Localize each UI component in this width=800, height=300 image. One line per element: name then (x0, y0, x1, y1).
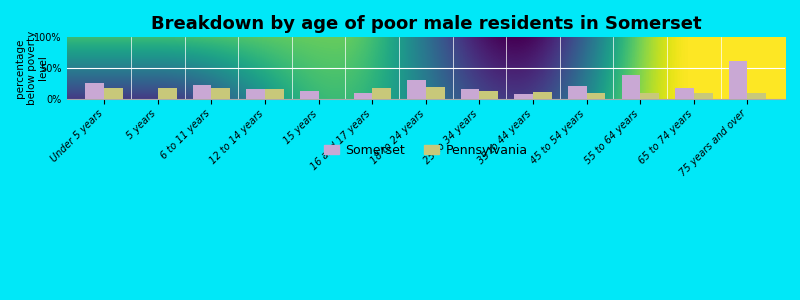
Bar (514, 94, 533, 99)
Bar (675, 88, 694, 99)
Bar (300, 91, 318, 99)
Bar (640, 93, 659, 99)
Bar (479, 91, 498, 99)
Legend: Somerset, Pennsylvania: Somerset, Pennsylvania (319, 139, 533, 162)
Bar (747, 93, 766, 99)
Bar (586, 93, 606, 99)
Bar (211, 88, 230, 99)
Y-axis label: percentage
below poverty
level: percentage below poverty level (15, 31, 48, 105)
Bar (729, 61, 747, 99)
Bar (533, 92, 552, 99)
Bar (407, 80, 426, 99)
Bar (426, 87, 445, 99)
Bar (568, 86, 586, 99)
Bar (622, 75, 640, 99)
Title: Breakdown by age of poor male residents in Somerset: Breakdown by age of poor male residents … (150, 15, 701, 33)
Bar (246, 89, 265, 99)
Bar (372, 88, 391, 99)
Bar (104, 88, 123, 99)
Bar (265, 89, 284, 99)
Bar (193, 85, 211, 99)
Bar (86, 83, 104, 99)
Bar (461, 89, 479, 99)
Bar (158, 88, 177, 99)
Bar (354, 93, 372, 99)
Bar (694, 93, 713, 99)
